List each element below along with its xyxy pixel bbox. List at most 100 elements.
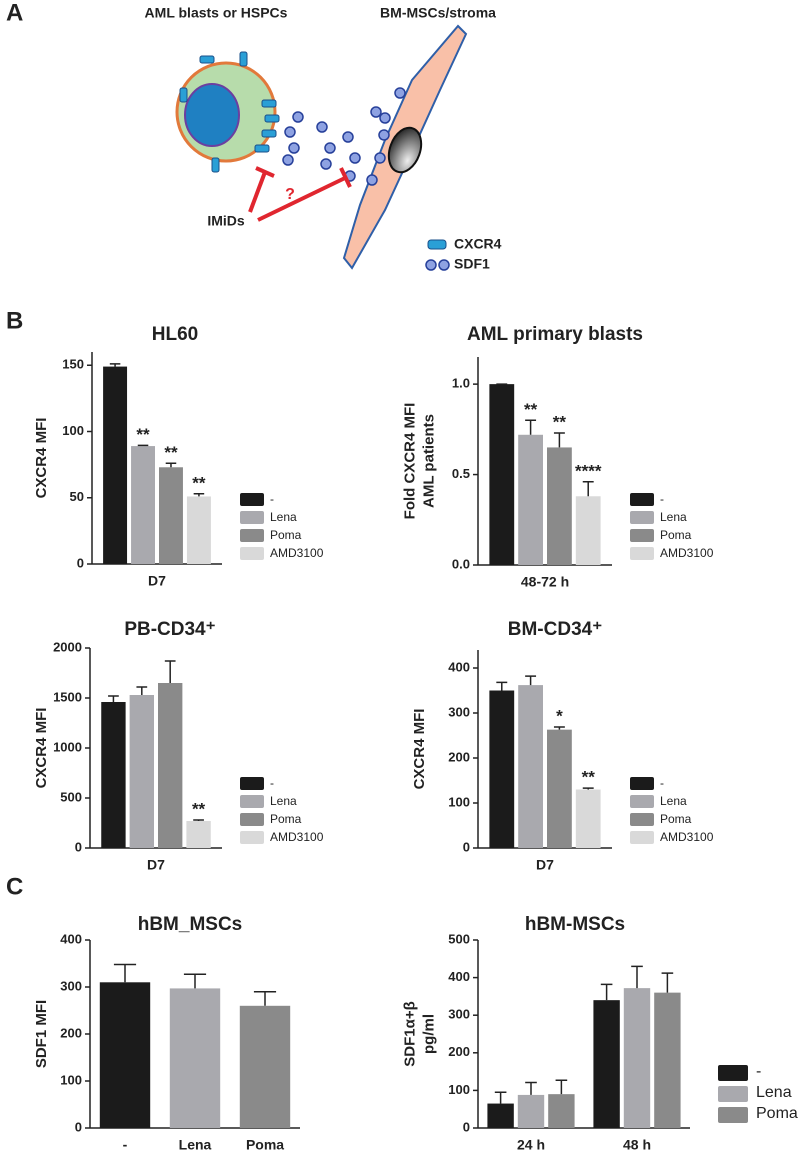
legend-swatch	[240, 777, 264, 790]
error-bar	[494, 1091, 507, 1104]
bar	[518, 685, 543, 848]
y-tick-label: 500	[448, 931, 470, 946]
blast-nucleus	[184, 83, 240, 147]
error-bar	[183, 973, 207, 989]
receptors	[179, 51, 280, 173]
significance: **	[192, 799, 206, 818]
significance: **	[136, 425, 150, 444]
bar	[489, 690, 515, 848]
error-bar	[109, 363, 121, 367]
error-bar	[137, 444, 149, 447]
y-tick-label: 500	[60, 789, 82, 804]
chart-title: hBM_MSCs	[138, 914, 243, 935]
y-tick-label: 200	[448, 749, 470, 764]
legend-swatch	[240, 493, 264, 506]
bar	[239, 1005, 291, 1128]
error-bar	[582, 481, 594, 497]
error-bar	[193, 493, 205, 497]
y-tick-label: 150	[62, 357, 84, 372]
bar	[169, 988, 221, 1128]
panel-label: B	[6, 307, 23, 334]
stroma-nucleus	[387, 126, 423, 174]
error-bar	[113, 963, 137, 983]
diagram: AML blasts or HSPCs BM-MSCs/stroma ? IMi…	[145, 5, 502, 272]
significance: **	[582, 768, 596, 787]
inhibition-arrows	[248, 166, 352, 222]
bar	[547, 729, 572, 848]
legend-label: AMD3100	[660, 830, 714, 844]
legend-label: Lena	[756, 1084, 792, 1101]
x-tick-label: D7	[536, 857, 554, 873]
legend-swatch	[630, 529, 654, 542]
legend-swatch	[630, 831, 654, 844]
y-tick-label: 0	[75, 1119, 82, 1134]
y-axis-label: Fold CXCR4 MFI	[401, 403, 418, 520]
y-tick-label: 0	[463, 839, 470, 854]
significance: **	[524, 400, 538, 419]
legend-label: Lena	[270, 794, 297, 808]
bar	[654, 992, 681, 1128]
significance: **	[553, 412, 567, 431]
y-tick-label: 100	[60, 1072, 82, 1087]
x-tick-label: 48 h	[623, 1137, 651, 1153]
y-tick-label: 200	[60, 1025, 82, 1040]
y-axis-label: CXCR4 MFI	[411, 709, 428, 790]
diagram-legend: SDF1	[454, 256, 490, 272]
legend-label: Poma	[270, 528, 302, 542]
legend-swatch	[630, 777, 654, 790]
legend-dot	[425, 259, 437, 271]
legend-swatch	[630, 547, 654, 560]
bar	[159, 467, 183, 564]
error-bar	[553, 726, 565, 730]
legend-swatch	[240, 511, 264, 524]
legend-swatch	[630, 795, 654, 808]
y-tick-label: 1.0	[452, 376, 470, 391]
y-tick-label: 300	[448, 704, 470, 719]
chart-title: AML primary blasts	[467, 324, 643, 345]
significance: **	[192, 473, 206, 492]
legend-swatch	[240, 547, 264, 560]
bar	[101, 702, 126, 848]
diagram-label: IMiDs	[207, 213, 245, 229]
error-bar	[525, 419, 537, 435]
chart-title: HL60	[152, 324, 198, 345]
error-bar	[525, 675, 537, 686]
y-tick-label: 100	[448, 794, 470, 809]
significance: *	[556, 706, 563, 725]
bar	[99, 982, 151, 1128]
y-tick-label: 50	[70, 489, 84, 504]
y-tick-label: 0	[463, 1119, 470, 1134]
x-tick-label: -	[123, 1137, 128, 1153]
legend-label: Lena	[660, 794, 687, 808]
legend-swatch	[240, 795, 264, 808]
y-axis-label: pg/ml	[420, 1014, 437, 1054]
error-bar	[136, 686, 148, 695]
y-tick-label: 0	[77, 555, 84, 570]
error-bar	[164, 660, 176, 683]
significance: ****	[575, 461, 602, 480]
x-tick-label: D7	[148, 573, 166, 589]
legend-label: -	[756, 1063, 761, 1080]
diagram-legend: CXCR4	[454, 236, 502, 252]
y-axis-label: AML patients	[420, 414, 437, 508]
legend-swatch	[630, 511, 654, 524]
y-tick-label: 400	[448, 969, 470, 984]
bar	[548, 1094, 575, 1128]
legend-label: Poma	[756, 1105, 798, 1122]
y-tick-label: 400	[60, 931, 82, 946]
question-mark: ?	[285, 186, 295, 203]
bar	[131, 446, 155, 564]
diagram-label: BM-MSCs/stroma	[380, 5, 496, 21]
bar	[593, 1000, 620, 1128]
legend-label: Poma	[660, 812, 692, 826]
legend-swatch	[630, 493, 654, 506]
error-bar	[108, 695, 119, 702]
y-tick-label: 0.5	[452, 466, 470, 481]
y-tick-label: 300	[448, 1007, 470, 1022]
y-tick-label: 0.0	[452, 556, 470, 571]
panel-label: A	[6, 0, 23, 26]
bar	[623, 988, 651, 1128]
x-tick-label: 48-72 h	[521, 574, 569, 590]
bar	[158, 683, 183, 848]
